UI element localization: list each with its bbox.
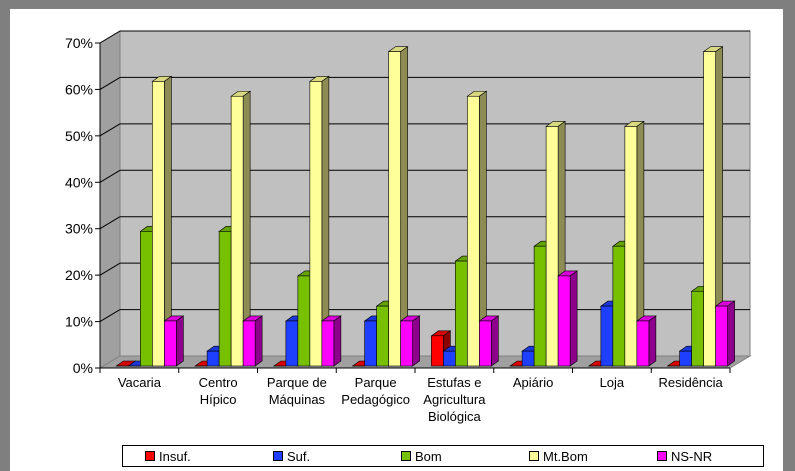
legend-label: Mt.Bom <box>543 448 588 464</box>
x-tick-label: Estufas e <box>427 375 481 390</box>
legend-label: Bom <box>415 448 442 464</box>
bar-side <box>412 315 420 367</box>
bar <box>206 350 220 367</box>
gridline-side <box>99 262 121 276</box>
bar-chart: 0% 10% 20% 30% 40% 50% 60% 70% Vacaria Centro Hípi… <box>65 30 752 424</box>
legend-entry: Insuf. <box>123 449 251 464</box>
gridline-side <box>99 30 121 44</box>
y-tick-label: 50% <box>65 128 93 144</box>
gridline-side <box>99 309 121 323</box>
bar <box>230 95 244 367</box>
bar <box>297 275 311 367</box>
bar-side <box>254 315 263 367</box>
legend-entry: NS-NR <box>635 449 763 464</box>
legend-swatch <box>401 451 411 461</box>
legend-swatch <box>145 451 155 461</box>
x-tick-label: Máquinas <box>269 392 326 407</box>
bar <box>703 51 716 367</box>
bar <box>376 305 389 367</box>
y-tick-label: 40% <box>65 174 93 190</box>
legend-entry: Suf. <box>251 449 379 464</box>
x-tick-label: Pedagógico <box>341 392 410 407</box>
bar <box>388 51 401 367</box>
bar <box>140 231 153 367</box>
gridline-side <box>99 76 121 90</box>
x-tick-label: Parque <box>355 375 397 390</box>
legend-entry: Mt.Bom <box>507 449 635 464</box>
bar <box>715 305 728 367</box>
bar-side <box>569 270 578 367</box>
bar <box>691 290 704 367</box>
bar <box>285 320 299 367</box>
bar <box>309 81 323 367</box>
bar <box>479 320 492 367</box>
side-wall <box>99 30 121 369</box>
bar <box>321 320 335 367</box>
bar-side <box>648 315 657 367</box>
bar <box>545 126 559 367</box>
bar <box>679 350 692 367</box>
gridline-side <box>99 169 121 183</box>
y-tick-label: 30% <box>65 221 93 237</box>
bar <box>164 320 177 367</box>
x-tick-label: Agricultura <box>423 392 486 407</box>
bar <box>443 350 456 367</box>
x-tick-label: Loja <box>600 375 625 390</box>
bar <box>624 126 638 367</box>
y-tick-label: 20% <box>65 267 93 283</box>
bar-side <box>176 315 184 367</box>
bar-side <box>333 315 342 367</box>
x-tick-label: Centro <box>199 375 238 390</box>
y-tick-label: 0% <box>73 360 93 376</box>
x-tick-label: Biológica <box>428 409 482 424</box>
legend-label: Insuf. <box>159 448 191 464</box>
legend-swatch <box>529 451 539 461</box>
bar <box>218 231 232 367</box>
legend-entry: Bom <box>379 449 507 464</box>
bar <box>364 320 377 367</box>
bar <box>431 335 444 367</box>
bar <box>612 245 626 367</box>
bar <box>600 305 614 367</box>
bar <box>636 320 650 367</box>
gridline-side <box>99 123 121 137</box>
gridline-side <box>99 216 121 230</box>
bar <box>557 275 571 367</box>
bar <box>521 350 535 367</box>
y-tick-label: 10% <box>65 314 93 330</box>
y-tick-label: 60% <box>65 81 93 97</box>
x-tick-label: Vacaria <box>118 375 162 390</box>
legend: Insuf. Suf. Bom Mt.Bom NS-NR <box>122 445 764 467</box>
bar <box>152 81 165 367</box>
x-tick-label: Hípico <box>200 392 237 407</box>
bar <box>533 245 547 367</box>
bar-side <box>491 315 499 367</box>
legend-swatch <box>657 451 667 461</box>
bar <box>455 260 468 367</box>
bar <box>400 320 413 367</box>
legend-label: NS-NR <box>671 448 713 464</box>
bar <box>467 95 480 367</box>
legend-swatch <box>273 451 283 461</box>
bar-side <box>727 300 735 367</box>
x-tick-label: Parque de <box>267 375 327 390</box>
legend-label: Suf. <box>287 448 311 464</box>
x-tick-label: Residência <box>658 375 723 390</box>
y-tick-label: 70% <box>65 35 93 51</box>
bar <box>242 320 256 367</box>
back-wall <box>119 30 751 357</box>
x-tick-label: Apiário <box>513 375 553 390</box>
chart-frame: 0% 10% 20% 30% 40% 50% 60% 70% Vacaria Centro Hípi… <box>10 9 783 471</box>
